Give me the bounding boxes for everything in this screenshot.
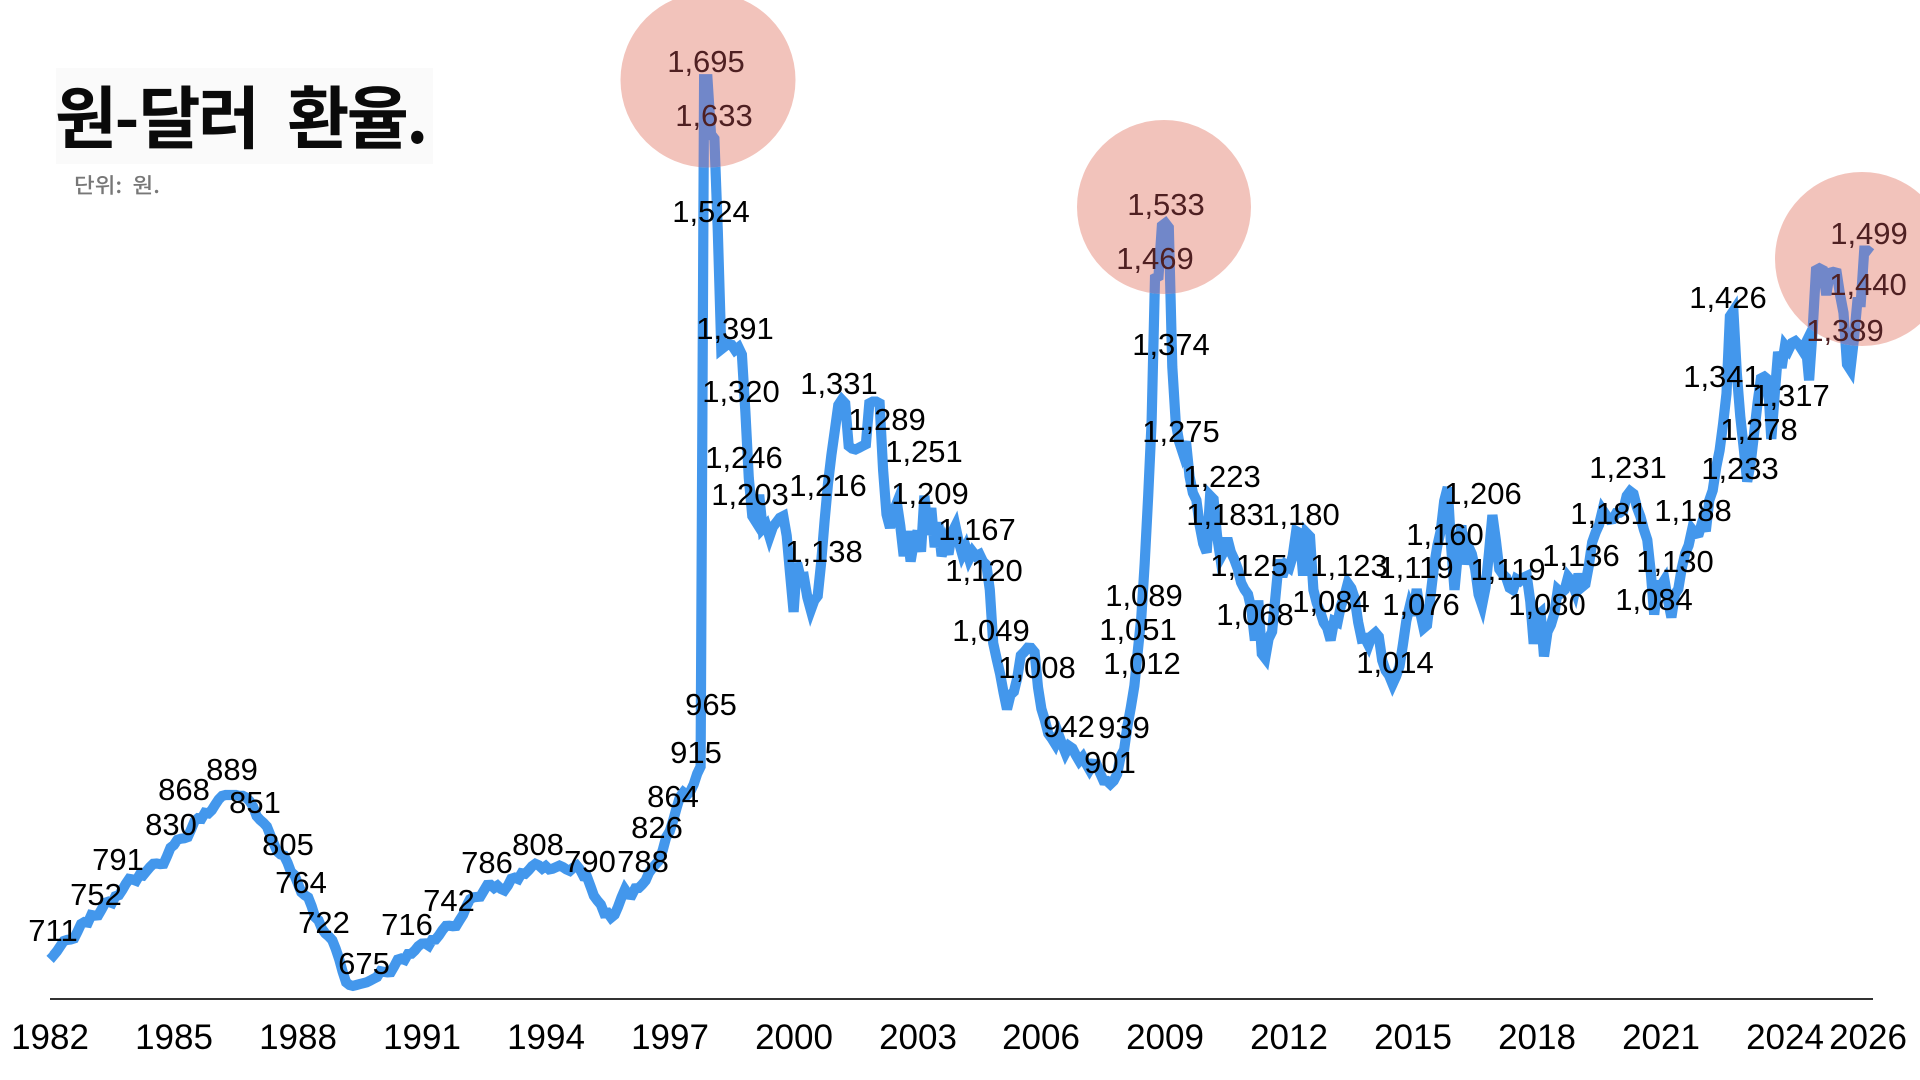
svg-text:742: 742 <box>423 883 475 918</box>
svg-text:1,120: 1,120 <box>945 553 1023 588</box>
svg-text:1,223: 1,223 <box>1183 459 1261 494</box>
svg-text:830: 830 <box>145 807 197 842</box>
svg-text:2012: 2012 <box>1250 1018 1328 1057</box>
svg-text:1,084: 1,084 <box>1292 584 1370 619</box>
svg-text:1,014: 1,014 <box>1356 645 1434 680</box>
svg-text:1,331: 1,331 <box>800 366 878 401</box>
svg-text:2024: 2024 <box>1746 1018 1824 1057</box>
svg-text:1985: 1985 <box>135 1018 213 1057</box>
svg-text:1,209: 1,209 <box>891 476 969 511</box>
svg-text:1,080: 1,080 <box>1508 587 1586 622</box>
svg-text:1,049: 1,049 <box>952 613 1030 648</box>
svg-text:1,181: 1,181 <box>1570 496 1648 531</box>
svg-text:1,233: 1,233 <box>1701 451 1779 486</box>
svg-text:1,231: 1,231 <box>1589 450 1667 485</box>
svg-text:965: 965 <box>685 687 737 722</box>
svg-text:1,499: 1,499 <box>1830 216 1908 251</box>
svg-text:1,317: 1,317 <box>1752 378 1830 413</box>
svg-text:764: 764 <box>275 865 327 900</box>
svg-text:942: 942 <box>1043 709 1095 744</box>
svg-text:1,440: 1,440 <box>1829 267 1907 302</box>
svg-text:1982: 1982 <box>11 1018 89 1057</box>
svg-text:915: 915 <box>670 735 722 770</box>
svg-text:2003: 2003 <box>879 1018 957 1057</box>
svg-text:1,206: 1,206 <box>1444 476 1522 511</box>
svg-text:1,051: 1,051 <box>1099 612 1177 647</box>
svg-text:1,160: 1,160 <box>1406 517 1484 552</box>
svg-text:1,633: 1,633 <box>675 98 753 133</box>
svg-text:1994: 1994 <box>507 1018 585 1057</box>
svg-text:1,123: 1,123 <box>1310 548 1388 583</box>
svg-text:786: 786 <box>461 845 513 880</box>
svg-text:791: 791 <box>92 842 144 877</box>
svg-text:1,251: 1,251 <box>885 434 963 469</box>
svg-text:1,068: 1,068 <box>1216 597 1294 632</box>
svg-text:901: 901 <box>1084 745 1136 780</box>
svg-text:2021: 2021 <box>1622 1018 1700 1057</box>
svg-text:716: 716 <box>381 907 433 942</box>
svg-text:1,216: 1,216 <box>789 468 867 503</box>
svg-text:2015: 2015 <box>1374 1018 1452 1057</box>
svg-text:1,695: 1,695 <box>667 44 745 79</box>
svg-text:675: 675 <box>338 946 390 981</box>
svg-text:1,188: 1,188 <box>1654 493 1732 528</box>
svg-text:790: 790 <box>564 844 616 879</box>
svg-text:1,084: 1,084 <box>1615 582 1693 617</box>
svg-text:2018: 2018 <box>1498 1018 1576 1057</box>
svg-text:1,167: 1,167 <box>938 512 1016 547</box>
svg-text:1,089: 1,089 <box>1105 578 1183 613</box>
svg-text:1,130: 1,130 <box>1636 544 1714 579</box>
svg-text:851: 851 <box>229 785 281 820</box>
svg-text:868: 868 <box>158 772 210 807</box>
svg-text:1,275: 1,275 <box>1142 414 1220 449</box>
svg-text:752: 752 <box>70 877 122 912</box>
svg-text:1,183: 1,183 <box>1186 497 1264 532</box>
svg-text:1,119: 1,119 <box>1470 552 1545 587</box>
svg-text:939: 939 <box>1098 710 1150 745</box>
svg-text:722: 722 <box>298 905 350 940</box>
svg-text:1,426: 1,426 <box>1689 280 1767 315</box>
svg-text:1,278: 1,278 <box>1720 412 1798 447</box>
svg-text:889: 889 <box>206 752 258 787</box>
svg-text:864: 864 <box>647 779 699 814</box>
svg-text:788: 788 <box>617 844 669 879</box>
svg-text:1,246: 1,246 <box>705 440 783 475</box>
svg-text:711: 711 <box>28 913 77 948</box>
svg-text:1,125: 1,125 <box>1210 548 1288 583</box>
svg-text:2000: 2000 <box>755 1018 833 1057</box>
svg-text:1,374: 1,374 <box>1132 327 1210 362</box>
svg-text:1,136: 1,136 <box>1542 538 1620 573</box>
svg-text:1997: 1997 <box>631 1018 709 1057</box>
svg-text:826: 826 <box>631 810 683 845</box>
svg-text:1,533: 1,533 <box>1127 187 1205 222</box>
svg-text:2009: 2009 <box>1126 1018 1204 1057</box>
svg-text:805: 805 <box>262 827 314 862</box>
svg-text:1,320: 1,320 <box>702 374 780 409</box>
svg-text:1,391: 1,391 <box>696 311 774 346</box>
svg-text:1,469: 1,469 <box>1116 241 1194 276</box>
svg-text:1,119: 1,119 <box>1378 550 1453 585</box>
svg-text:1988: 1988 <box>259 1018 337 1057</box>
svg-text:1,289: 1,289 <box>848 402 926 437</box>
svg-text:1,008: 1,008 <box>998 650 1076 685</box>
svg-text:808: 808 <box>512 827 564 862</box>
svg-text:1991: 1991 <box>383 1018 461 1057</box>
svg-text:1,138: 1,138 <box>785 534 863 569</box>
svg-text:1,341: 1,341 <box>1683 359 1761 394</box>
svg-text:1,012: 1,012 <box>1103 646 1181 681</box>
svg-text:1,524: 1,524 <box>672 194 750 229</box>
svg-text:1,180: 1,180 <box>1262 497 1340 532</box>
svg-text:2026: 2026 <box>1829 1018 1907 1057</box>
svg-text:2006: 2006 <box>1002 1018 1080 1057</box>
svg-text:1,203: 1,203 <box>711 477 789 512</box>
svg-text:1,076: 1,076 <box>1382 587 1460 622</box>
svg-text:1,389: 1,389 <box>1806 313 1884 348</box>
